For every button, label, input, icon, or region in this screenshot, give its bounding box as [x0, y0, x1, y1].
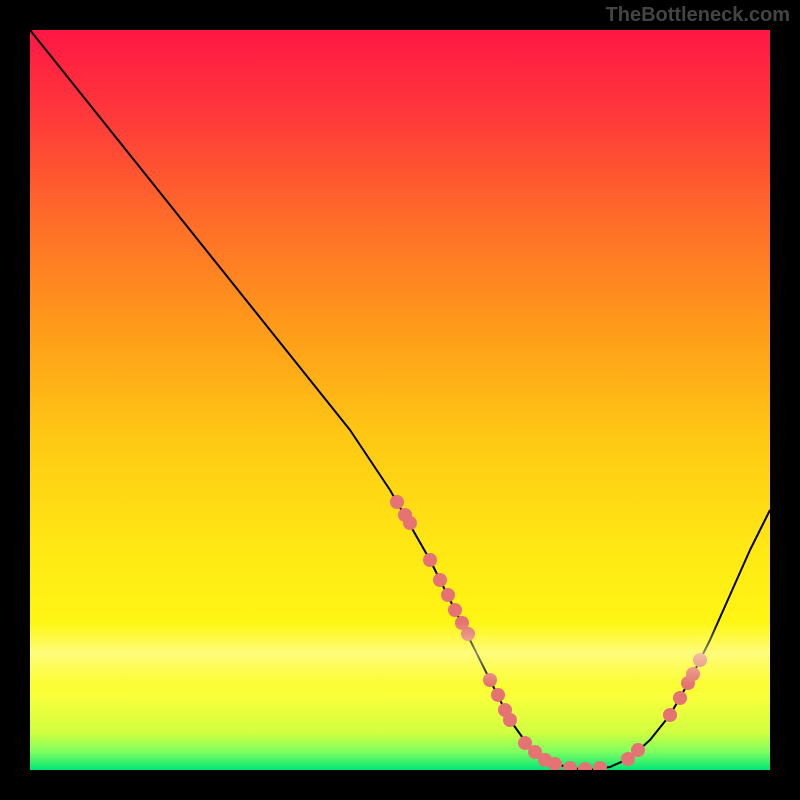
curve-marker	[433, 573, 447, 587]
curve-marker	[403, 516, 417, 530]
curve-marker	[491, 688, 505, 702]
curve-marker	[578, 762, 592, 770]
watermark-text: TheBottleneck.com	[606, 4, 790, 27]
curve-marker	[563, 761, 577, 770]
curve-marker	[631, 743, 645, 757]
chart-plot-area	[30, 30, 770, 770]
curve-marker	[503, 713, 517, 727]
curve-marker	[673, 691, 687, 705]
curve-marker	[693, 653, 707, 667]
curve-marker	[461, 627, 475, 641]
curve-marker	[441, 588, 455, 602]
curve-marker	[423, 553, 437, 567]
curve-marker	[390, 495, 404, 509]
bottleneck-curve	[30, 30, 770, 770]
curve-marker	[663, 708, 677, 722]
curve-marker	[593, 761, 607, 770]
curve-marker	[686, 667, 700, 681]
curve-marker	[483, 673, 497, 687]
curve-marker	[448, 603, 462, 617]
chart-curve-layer	[30, 30, 770, 770]
